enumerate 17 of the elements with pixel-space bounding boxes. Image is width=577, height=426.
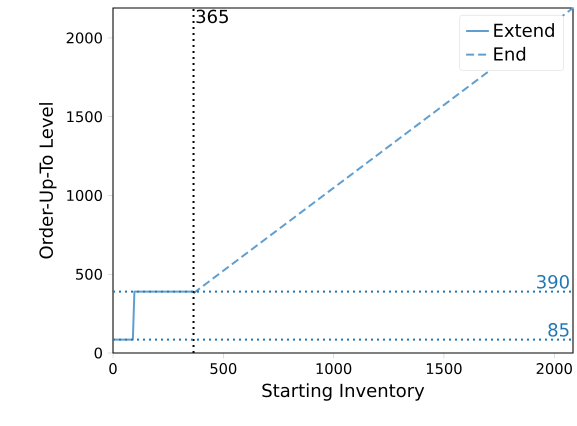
legend-label: Extend: [494, 23, 554, 38]
y-tick-label: 1500: [67, 111, 102, 122]
y-tick-label: 1000: [67, 190, 102, 202]
ref-line-label: 390: [537, 275, 569, 289]
y-tick-label: 0: [94, 347, 102, 359]
x-tick-label: 1500: [426, 363, 462, 374]
x-tick-label: 0: [109, 363, 117, 374]
x-tick-label: 2000: [536, 363, 572, 374]
y-tick-label: 500: [76, 268, 102, 280]
y-axis-title: Order-Up-To Level: [39, 103, 56, 259]
ref-line-label: 85: [548, 323, 568, 337]
x-tick-label: 1000: [316, 363, 352, 374]
x-tick-label: 500: [210, 363, 236, 374]
y-tick-label: 2000: [66, 32, 102, 44]
x-axis-title: Starting Inventory: [262, 383, 424, 401]
legend-label: End: [494, 46, 526, 61]
ref-line-label: 365: [196, 10, 228, 24]
